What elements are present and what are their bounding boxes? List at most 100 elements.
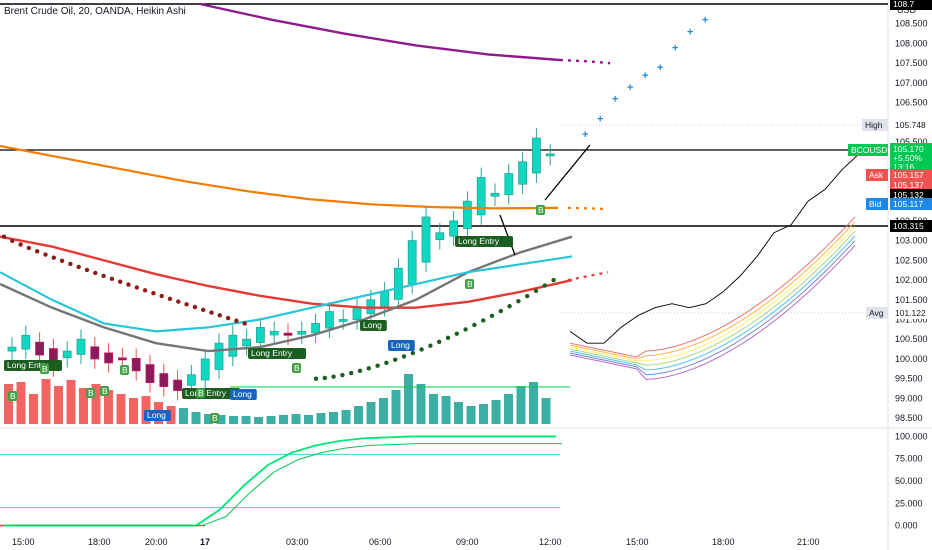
- ask-label-text: Ask: [869, 170, 884, 180]
- volume-bar: [179, 408, 188, 424]
- sar-dot: [234, 318, 239, 323]
- sar-dot-green: [551, 277, 556, 283]
- signal-label: Long Entry: [185, 388, 227, 398]
- symbol-label-text: BCOUSD: [851, 145, 887, 155]
- volume-bar: [429, 394, 438, 424]
- projection-marker: +: [642, 70, 648, 82]
- sar-dot-green: [481, 318, 486, 323]
- signal-label: Long: [233, 389, 252, 399]
- high-label-text: High: [865, 120, 883, 130]
- time-axis[interactable]: 15:00 18:00 20:00 17 03:00 06:00 09:00 12:00 15:…: [12, 537, 820, 547]
- osc-tick-label: 25.000: [895, 498, 923, 508]
- volume-bar: [516, 386, 526, 424]
- price-tick-label: 105.500: [895, 137, 928, 147]
- signal-label: Long Entry: [7, 360, 49, 370]
- ribbon-line: [569, 221, 856, 360]
- time-tick-label: 15:00: [626, 537, 649, 547]
- candle-body: [7, 346, 17, 352]
- avg-label-tag: [866, 307, 888, 319]
- sar-dot: [109, 276, 115, 282]
- sar-dot: [225, 315, 231, 321]
- buy-marker-label: B: [294, 363, 300, 373]
- volume-bar: [129, 398, 138, 424]
- candle-body: [242, 338, 252, 347]
- sar-dot: [242, 321, 247, 326]
- volume-bar: [379, 398, 388, 424]
- buy-marker-label: B: [212, 413, 218, 423]
- top-value-text: 108.7: [893, 0, 915, 9]
- ma-orange-line: [0, 144, 559, 210]
- price-tick-label: 98.500: [895, 413, 923, 423]
- osc-line: [4, 435, 556, 527]
- signal-label: Long Entry: [458, 236, 500, 246]
- candle-body: [504, 173, 514, 196]
- high-label-tag: [862, 119, 888, 131]
- volume-bar: [229, 416, 238, 424]
- volume-bar: [441, 396, 451, 424]
- signal-badge: [360, 320, 387, 331]
- trend-line: [544, 144, 591, 201]
- high-value-tag: [892, 119, 932, 131]
- volume-bar: [41, 379, 51, 424]
- candle-body: [62, 350, 72, 359]
- sar-dot-green: [331, 374, 336, 379]
- volume-bar: [291, 414, 301, 424]
- buy-marker-label: B: [10, 391, 16, 401]
- candle-body: [490, 192, 500, 197]
- candle-body: [311, 323, 321, 334]
- buy-marker: [536, 205, 545, 215]
- volume-bar: [266, 416, 276, 424]
- time-tick-label: 03:00: [286, 537, 309, 547]
- candle-body: [186, 374, 196, 386]
- signal-badge: [388, 340, 415, 351]
- sar-dot-green: [454, 331, 459, 336]
- trend-line: [499, 214, 516, 256]
- candle-body: [462, 200, 472, 229]
- volume-bar: [204, 414, 213, 424]
- projection-marker: +: [657, 62, 663, 74]
- bid-value-tag: [890, 198, 932, 210]
- support-value-text: 103.315: [893, 221, 924, 231]
- volume-bar: [16, 382, 26, 424]
- time-tick-label: 18:00: [88, 537, 111, 547]
- price-tag-text: 105.137: [893, 180, 924, 190]
- projection-marker: +: [672, 42, 678, 54]
- buy-marker: [86, 388, 95, 398]
- osc-signal-line: [10, 443, 562, 527]
- sar-dot-green: [313, 376, 319, 381]
- volume-bar: [104, 390, 113, 424]
- ask-label-tag: [866, 169, 888, 181]
- candle-body: [518, 161, 527, 185]
- price-tag-tag: [890, 179, 932, 191]
- candle-body: [255, 327, 265, 343]
- sar-dot: [51, 255, 56, 260]
- sar-dot-green: [463, 327, 468, 332]
- volume-bar: [479, 404, 488, 424]
- symbol-label-tag: [848, 144, 888, 156]
- osc-tick-label: 100.000: [895, 431, 928, 441]
- volume-bar: [329, 412, 338, 424]
- volume-bar: [279, 415, 288, 424]
- time-tick-label: 12:00: [539, 537, 562, 547]
- sar-dot: [43, 252, 48, 257]
- candle-body: [476, 177, 486, 216]
- ribbon-line: [569, 235, 856, 371]
- sar-dot: [209, 310, 214, 315]
- sar-dot: [26, 245, 32, 251]
- sar-dot-green: [507, 303, 512, 309]
- sar-dot: [76, 264, 81, 270]
- ribbon-line: [569, 230, 856, 366]
- price-axis[interactable]: 98.50099.00099.500100.000100.500101.0001…: [848, 0, 932, 423]
- volume-bar: [254, 417, 263, 424]
- sar-dot: [84, 267, 90, 273]
- sar-dot-green: [472, 322, 477, 328]
- price-tick-label: 100.000: [895, 354, 928, 364]
- price-tick-label: 106.500: [895, 98, 928, 108]
- sar-dot: [35, 249, 40, 254]
- candle-body: [449, 220, 459, 237]
- projection-marker: +: [612, 94, 618, 106]
- sar-dot-green: [489, 313, 495, 319]
- buy-marker-label: B: [88, 388, 94, 398]
- ma-orange-projection: [567, 206, 609, 211]
- ma-red-projection: [567, 271, 609, 282]
